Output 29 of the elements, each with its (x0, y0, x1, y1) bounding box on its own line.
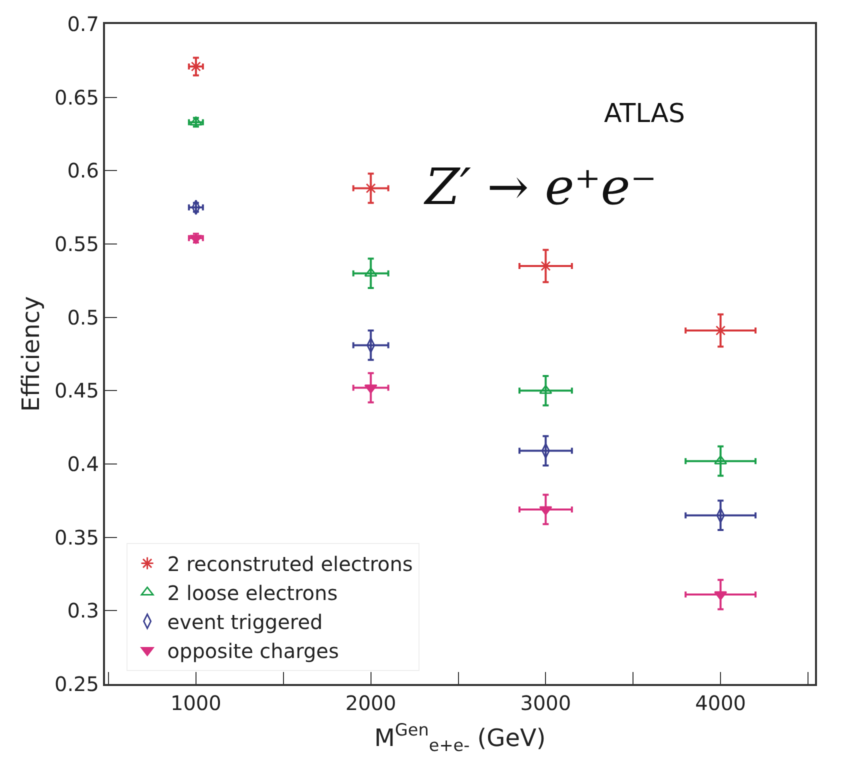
y-tick-label: 0.55 (54, 232, 99, 256)
x-tick-label: 1000 (170, 691, 222, 715)
x-tick-label: 2000 (345, 691, 396, 715)
legend-label: event triggered (167, 610, 323, 634)
y-tick-label: 0.35 (54, 525, 99, 550)
point (364, 384, 378, 394)
y-tick-label: 0.25 (54, 672, 99, 696)
x-axis-title: M$^{Gen}$$_{e+e-}$ (GeV) (374, 720, 546, 755)
legend-label: 2 loose electrons (167, 581, 338, 606)
y-axis-title: Efficiency (17, 296, 46, 412)
annotation: Z′ → e⁺e⁻ (423, 158, 657, 216)
x-tick-label: 3000 (520, 691, 572, 715)
legend-label: 2 reconstruted electrons (167, 552, 413, 576)
point (364, 268, 378, 277)
annotation: ATLAS (604, 99, 686, 129)
y-tick-label: 0.4 (67, 452, 99, 476)
y-tick-label: 0.65 (54, 85, 99, 110)
y-tick-label: 0.45 (54, 378, 99, 403)
y-tick-label: 0.6 (67, 158, 99, 183)
point (714, 324, 728, 338)
y-tick-label: 0.7 (67, 12, 99, 36)
point (189, 60, 203, 74)
point (538, 259, 552, 273)
x-tick-label: 4000 (695, 691, 746, 715)
y-tick-label: 0.5 (67, 305, 99, 330)
point (539, 506, 552, 516)
y-tick-label: 0.3 (67, 598, 99, 623)
legend-label: opposite charges (167, 639, 339, 664)
point (714, 591, 728, 600)
